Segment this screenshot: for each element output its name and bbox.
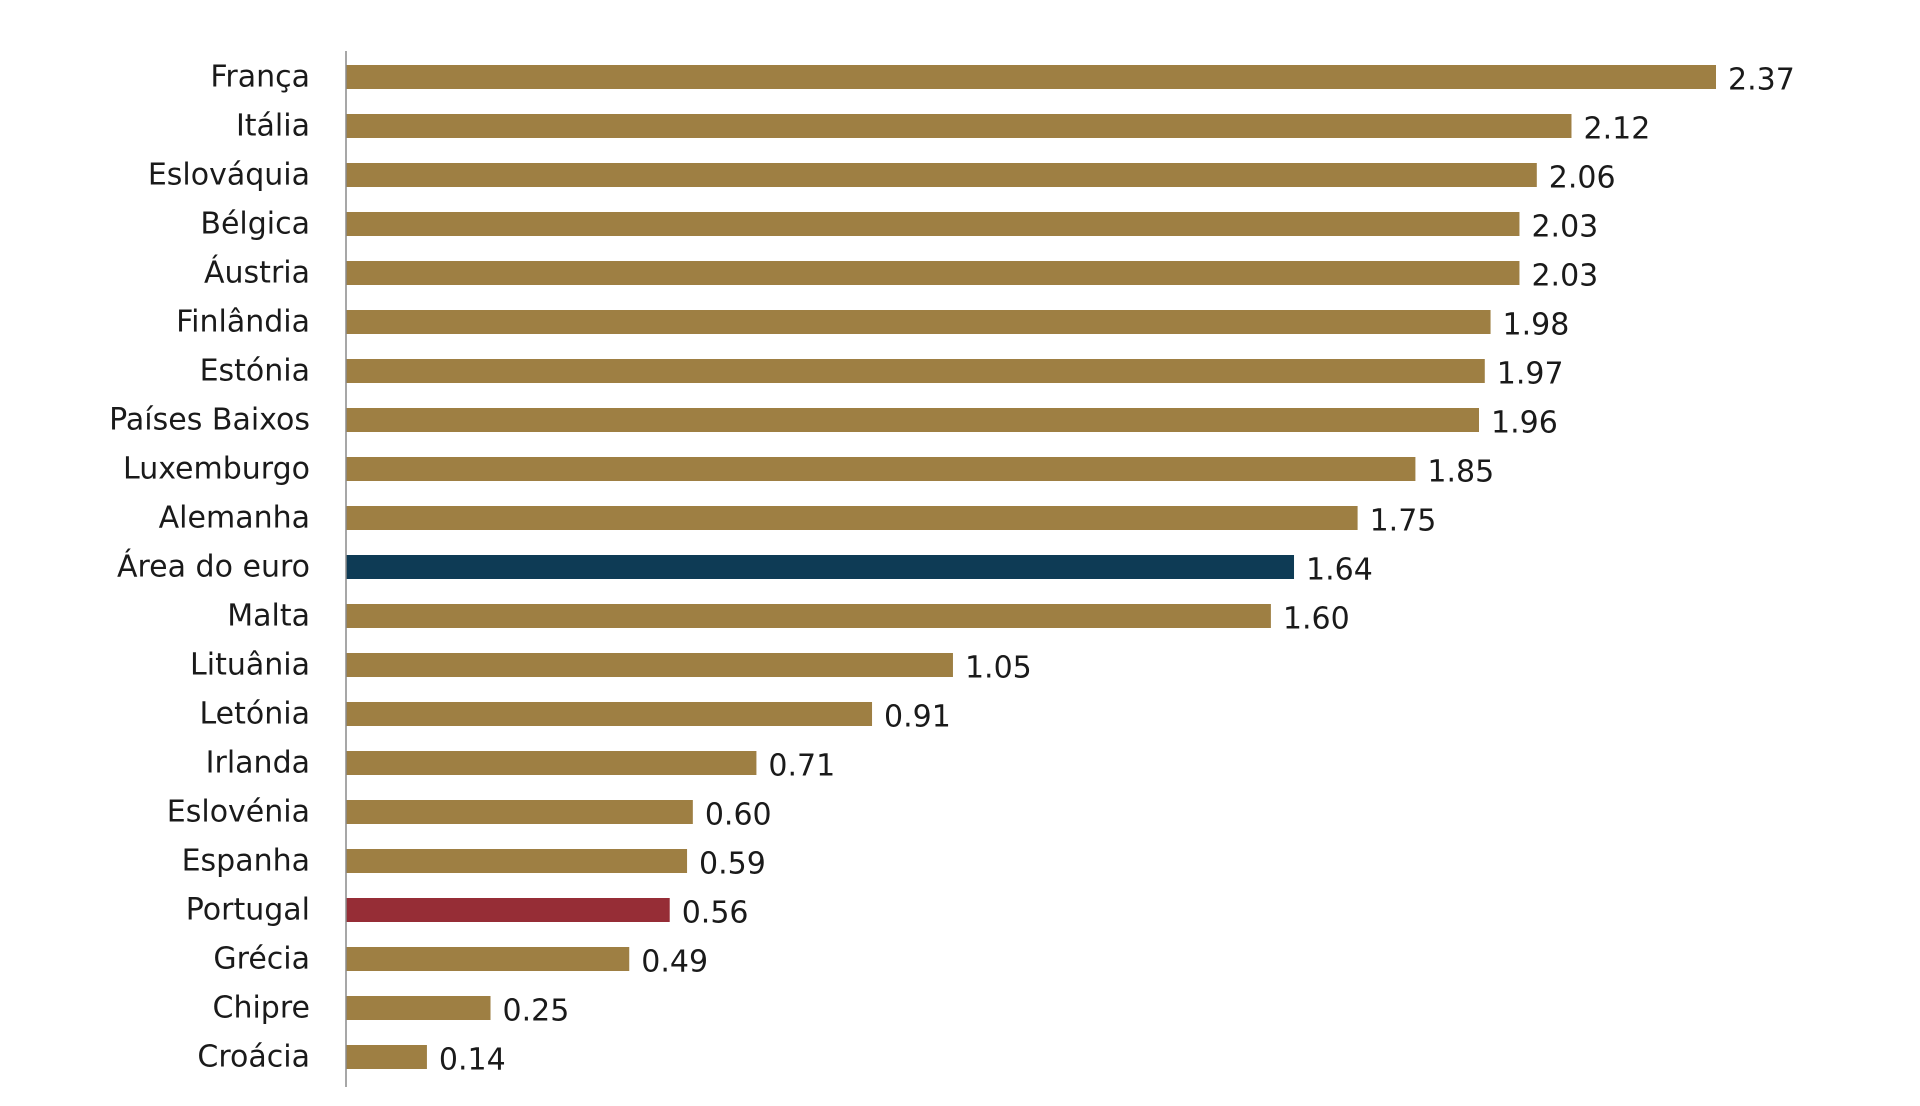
bar-italia [346, 114, 1572, 138]
value-label-eslovenia: 0.60 [705, 798, 772, 833]
category-label-letonia: Letónia [200, 697, 311, 732]
category-label-eslovenia: Eslovénia [167, 795, 310, 830]
category-label-malta: Malta [227, 599, 310, 634]
bar-lituania [346, 653, 953, 677]
value-label-letonia: 0.91 [884, 700, 951, 735]
bar-estonia [346, 359, 1485, 383]
bar-eslovenia [346, 800, 693, 824]
category-label-paises-baixos: Países Baixos [109, 403, 310, 438]
category-label-alemanha: Alemanha [159, 501, 310, 536]
value-label-grecia: 0.49 [641, 945, 708, 980]
category-label-area-do-euro: Área do euro [117, 549, 310, 585]
value-labels: 2.37 2.12 2.06 2.03 2.03 1.98 1.97 1.96 1.85 1.75… [439, 63, 1795, 1078]
category-label-espanha: Espanha [182, 844, 310, 879]
value-label-estonia: 1.97 [1497, 357, 1564, 392]
value-label-italia: 2.12 [1583, 112, 1650, 147]
category-label-belgica: Bélgica [200, 207, 310, 242]
category-label-luxemburgo: Luxemburgo [123, 452, 310, 487]
bar-area-do-euro [346, 555, 1295, 579]
bar-paises-baixos [346, 408, 1479, 432]
value-label-espanha: 0.59 [699, 847, 766, 882]
value-label-austria: 2.03 [1531, 259, 1598, 294]
bar-grecia [346, 947, 630, 971]
value-label-franca: 2.37 [1728, 63, 1795, 98]
value-label-alemanha: 1.75 [1370, 504, 1437, 539]
value-label-chipre: 0.25 [503, 994, 570, 1029]
bar-austria [346, 261, 1520, 285]
value-label-luxemburgo: 1.85 [1427, 455, 1494, 490]
bar-portugal [346, 898, 670, 922]
category-label-chipre: Chipre [213, 991, 310, 1026]
bar-chipre [346, 996, 491, 1020]
bar-alemanha [346, 506, 1358, 530]
bar-luxemburgo [346, 457, 1416, 481]
bar-belgica [346, 212, 1520, 236]
category-label-austria: Áustria [204, 255, 310, 291]
bars-layer [346, 65, 1716, 1069]
value-label-belgica: 2.03 [1531, 210, 1598, 245]
category-label-eslovaquia: Eslováquia [148, 158, 310, 193]
bar-irlanda [346, 751, 757, 775]
bar-eslovaquia [346, 163, 1537, 187]
value-label-eslovaquia: 2.06 [1549, 161, 1616, 196]
bar-franca [346, 65, 1716, 89]
category-label-franca: França [210, 60, 310, 95]
value-label-malta: 1.60 [1283, 602, 1350, 637]
category-label-croacia: Croácia [197, 1040, 310, 1075]
value-label-portugal: 0.56 [682, 896, 749, 931]
value-label-paises-baixos: 1.96 [1491, 406, 1558, 441]
value-label-irlanda: 0.71 [768, 749, 835, 784]
category-label-estonia: Estónia [200, 354, 310, 389]
value-label-croacia: 0.14 [439, 1043, 506, 1078]
value-label-finlandia: 1.98 [1503, 308, 1570, 343]
category-label-lituania: Lituânia [190, 648, 310, 683]
category-label-portugal: Portugal [186, 893, 310, 928]
bar-finlandia [346, 310, 1491, 334]
category-label-irlanda: Irlanda [206, 746, 310, 781]
category-labels: França Itália Eslováquia Bélgica Áustria Finl… [109, 60, 310, 1075]
value-label-area-do-euro: 1.64 [1306, 553, 1373, 588]
bar-malta [346, 604, 1271, 628]
bar-espanha [346, 849, 688, 873]
category-label-finlandia: Finlândia [176, 305, 310, 340]
category-label-italia: Itália [236, 109, 310, 144]
value-label-lituania: 1.05 [965, 651, 1032, 686]
bar-letonia [346, 702, 873, 726]
category-label-grecia: Grécia [213, 942, 310, 977]
bar-croacia [346, 1045, 427, 1069]
